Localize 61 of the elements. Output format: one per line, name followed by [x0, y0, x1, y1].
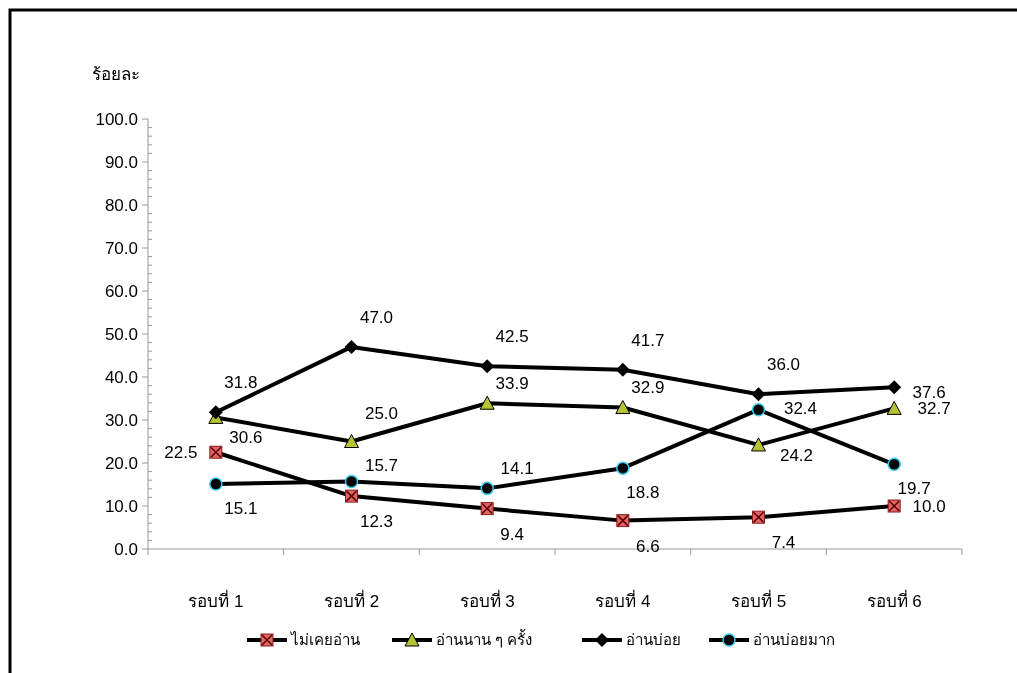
y-axis-title: ร้อยละ	[92, 65, 140, 84]
legend-label: อ่านบ่อยมาก	[753, 631, 835, 649]
data-label: 14.1	[500, 459, 534, 479]
data-label: 30.6	[229, 428, 263, 448]
point	[751, 402, 766, 417]
point	[344, 434, 359, 448]
point	[344, 339, 359, 354]
point	[887, 457, 901, 472]
data-label: 15.1	[224, 499, 258, 519]
data-label: 31.8	[224, 373, 258, 393]
y-tick-label: 60.0	[104, 281, 138, 301]
data-label: 6.6	[636, 536, 660, 556]
data-label: 25.0	[364, 404, 399, 424]
x-tick-label: รอบที่ 1	[188, 589, 244, 611]
point	[615, 400, 631, 415]
data-label: 47.0	[359, 307, 394, 327]
x-tick-label: รอบที่ 3	[459, 589, 515, 611]
x-tick-label: รอบที่ 4	[595, 589, 651, 611]
data-label: 19.7	[897, 479, 931, 499]
data-label: 24.2	[779, 445, 814, 465]
point	[480, 359, 495, 374]
data-label: 42.5	[495, 327, 529, 347]
y-tick-label: 90.0	[104, 152, 138, 172]
point	[480, 481, 494, 496]
point	[615, 362, 630, 377]
legend-label: ไม่เคยอ่าน	[290, 631, 360, 649]
point	[887, 380, 902, 395]
y-tick-label: 70.0	[104, 238, 138, 258]
y-tick-label: 10.0	[104, 496, 138, 516]
data-label: 15.7	[364, 456, 399, 476]
data-label: 22.5	[164, 443, 198, 463]
point	[208, 405, 223, 420]
data-label: 7.4	[771, 533, 796, 553]
x-tick-label: รอบที่ 6	[866, 589, 922, 611]
y-tick-label: 20.0	[104, 453, 138, 473]
data-label: 32.9	[631, 378, 665, 398]
point	[616, 461, 630, 475]
point	[886, 400, 902, 415]
point	[751, 437, 766, 452]
x-tick-label: รอบที่ 2	[323, 589, 380, 611]
point	[344, 474, 359, 489]
data-label: 36.0	[766, 355, 801, 375]
y-tick-label: 50.0	[104, 324, 138, 344]
data-label: 33.9	[495, 374, 529, 394]
data-label: 10.0	[912, 496, 946, 516]
y-tick-label: 30.0	[104, 410, 138, 430]
legend-label: อ่านนาน ๆ ครั้ง	[436, 629, 533, 649]
data-label: 12.3	[359, 512, 394, 532]
x-tick-label: รอบที่ 5	[730, 589, 787, 611]
data-label: 32.4	[783, 398, 818, 418]
point	[209, 477, 223, 491]
y-tick-label: 100.0	[95, 109, 138, 129]
y-tick-label: 80.0	[104, 195, 138, 215]
point	[479, 395, 495, 410]
point	[751, 387, 766, 402]
legend-label: อ่านบ่อย	[626, 631, 681, 649]
y-tick-label: 0.0	[114, 539, 138, 559]
y-tick-label: 40.0	[104, 367, 138, 387]
data-label: 9.4	[500, 524, 524, 544]
data-label: 41.7	[631, 330, 665, 350]
data-label: 18.8	[626, 483, 660, 503]
